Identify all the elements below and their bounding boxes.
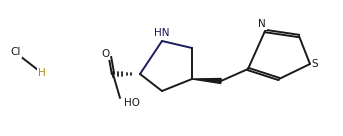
Text: H: H: [38, 68, 46, 78]
Text: O: O: [101, 49, 109, 59]
Text: N: N: [258, 19, 266, 29]
Text: HN: HN: [154, 28, 170, 38]
Text: HO: HO: [124, 98, 140, 108]
Text: S: S: [312, 59, 318, 69]
Text: Cl: Cl: [11, 47, 21, 57]
Polygon shape: [192, 78, 221, 84]
